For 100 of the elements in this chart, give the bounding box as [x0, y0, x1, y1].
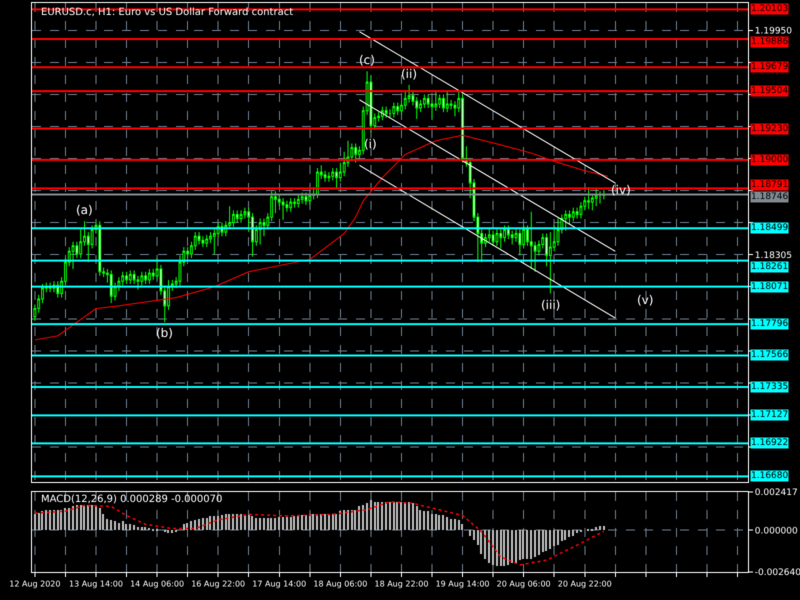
bar [526, 530, 528, 559]
bar [419, 510, 421, 530]
bar [404, 502, 406, 530]
candlestick [530, 211, 533, 270]
bar [358, 506, 360, 530]
bar [202, 518, 204, 530]
bar [225, 514, 227, 530]
candlestick [236, 210, 239, 224]
bar [557, 530, 559, 545]
candlestick [282, 198, 285, 220]
candlestick [572, 207, 575, 222]
bar [545, 530, 547, 551]
x-tick-label: 20 Aug 22:00 [558, 579, 612, 588]
candlestick [128, 270, 132, 285]
bar [435, 514, 437, 530]
bar [446, 517, 448, 530]
bar [385, 502, 387, 530]
bar [240, 514, 242, 530]
bar [106, 519, 108, 530]
bar [236, 514, 238, 530]
candlestick [293, 198, 296, 208]
chart-title: EURUSD.c, H1: Euro vs US Dollar Forward contract [41, 7, 294, 18]
bar [301, 515, 303, 530]
bar [141, 527, 143, 530]
bar [49, 510, 51, 530]
ref-line-label: 1.18261 [751, 262, 788, 272]
bar [190, 521, 192, 530]
x-tick-label: 17 Aug 14:00 [252, 579, 306, 588]
candlestick [140, 271, 144, 286]
bar [389, 502, 391, 530]
candlestick [564, 210, 568, 232]
bar [450, 519, 452, 530]
bar [461, 524, 463, 530]
bar [374, 502, 376, 530]
ref-line-label: 1.18499 [751, 223, 788, 233]
bar [519, 530, 521, 560]
bar [34, 514, 36, 530]
candlestick [598, 190, 602, 204]
y-tick-label: 0.000000 [754, 526, 798, 536]
bar [458, 520, 460, 530]
bar [45, 510, 47, 530]
candlestick [446, 90, 449, 113]
ref-line-label: 1.19000 [751, 155, 788, 165]
x-tick-label: 18 Aug 06:00 [313, 579, 368, 588]
bar [324, 514, 326, 530]
candlestick [442, 94, 445, 113]
candlestick [384, 106, 388, 118]
annotation: (ii) [401, 67, 418, 81]
bar [309, 514, 311, 530]
y-tick-label: 1.19950 [754, 26, 792, 36]
bar [110, 520, 112, 530]
x-tick-label: 13 Aug 14:00 [68, 579, 123, 588]
bar [255, 518, 257, 530]
bar [603, 526, 605, 530]
bar [228, 514, 230, 530]
bar [122, 521, 124, 530]
ref-line-label: 1.20103 [751, 4, 788, 14]
bar [522, 530, 524, 559]
ref-line-label: 1.18746 [751, 192, 788, 202]
bar [312, 514, 314, 530]
ref-line-label: 1.18071 [751, 282, 788, 292]
candlestick [144, 271, 148, 285]
bar [251, 516, 253, 530]
bar [412, 503, 414, 530]
bar [38, 513, 40, 530]
bar [267, 518, 269, 530]
ref-line-label: 1.18791 [751, 180, 788, 190]
bar [507, 530, 509, 565]
bar [286, 517, 288, 530]
y-tick-label: 1.18305 [754, 250, 792, 261]
annotation: (i) [364, 137, 377, 151]
bar [133, 525, 135, 530]
bar [206, 518, 208, 530]
ref-line-label: 1.17566 [751, 350, 788, 360]
candlestick [72, 241, 74, 270]
candlestick [289, 198, 292, 212]
bar [217, 516, 219, 530]
candlestick [201, 236, 204, 248]
x-tick-label: 18 Aug 22:00 [374, 579, 428, 588]
ref-line-label: 1.17796 [751, 319, 788, 329]
bar [167, 530, 169, 533]
bar [427, 511, 429, 530]
candlestick [594, 188, 598, 207]
bar [332, 514, 334, 530]
candlestick [396, 102, 400, 116]
y-tick-label: 0.002417 [754, 488, 798, 498]
bar [232, 514, 234, 530]
bar [377, 502, 379, 530]
candlestick [587, 186, 590, 210]
candlestick [300, 192, 304, 204]
bar [244, 515, 246, 530]
bar [335, 514, 337, 530]
bar [503, 530, 505, 566]
candlestick [422, 94, 426, 109]
bar [515, 530, 517, 563]
candlestick [148, 268, 151, 285]
bar [270, 518, 272, 530]
candlestick [354, 143, 358, 164]
bar [393, 502, 395, 530]
bar [492, 530, 494, 565]
